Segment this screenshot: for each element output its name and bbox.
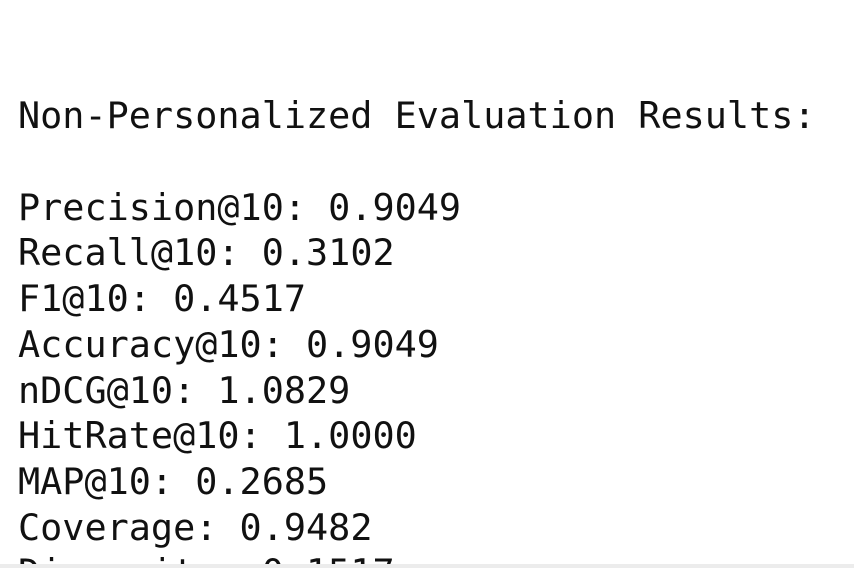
metric-value: 1.0000 — [283, 414, 417, 458]
metric-line: Coverage: 0.9482 — [18, 505, 854, 551]
metric-label: Diversity: — [18, 551, 240, 564]
metric-line: Recall@10: 0.3102 — [18, 230, 854, 276]
metric-value: 0.9482 — [239, 505, 373, 549]
metric-line: MAP@10: 0.2685 — [18, 459, 854, 505]
metric-line: Accuracy@10: 0.9049 — [18, 322, 854, 368]
metric-line: Precision@10: 0.9049 — [18, 185, 854, 231]
metric-label: HitRate@10: — [18, 414, 262, 458]
metric-value: 0.4517 — [173, 277, 306, 321]
metric-value: 0.9049 — [306, 322, 439, 366]
metric-line: nDCG@10: 1.0829 — [18, 368, 854, 414]
metric-value: 0.2685 — [195, 459, 329, 503]
metric-value: 0.1517 — [262, 551, 395, 564]
metric-label: Accuracy@10: — [18, 322, 284, 366]
metric-label: Coverage: — [18, 505, 218, 549]
header-title: Non-Personalized Evaluation Results: — [18, 94, 816, 138]
metric-value: 0.9049 — [328, 185, 462, 229]
metric-label: Recall@10: — [18, 231, 240, 275]
metric-line: F1@10: 0.4517 — [18, 276, 854, 322]
metric-label: F1@10: — [18, 277, 151, 321]
metric-line: HitRate@10: 1.0000 — [18, 413, 854, 459]
metric-label: Precision@10: — [18, 185, 306, 229]
metric-line: Diversity: 0.1517 — [18, 550, 854, 564]
metric-label: nDCG@10: — [18, 368, 196, 412]
metric-label: MAP@10: — [18, 459, 174, 503]
metric-value: 1.0829 — [217, 368, 351, 412]
metric-value: 0.3102 — [261, 231, 395, 275]
